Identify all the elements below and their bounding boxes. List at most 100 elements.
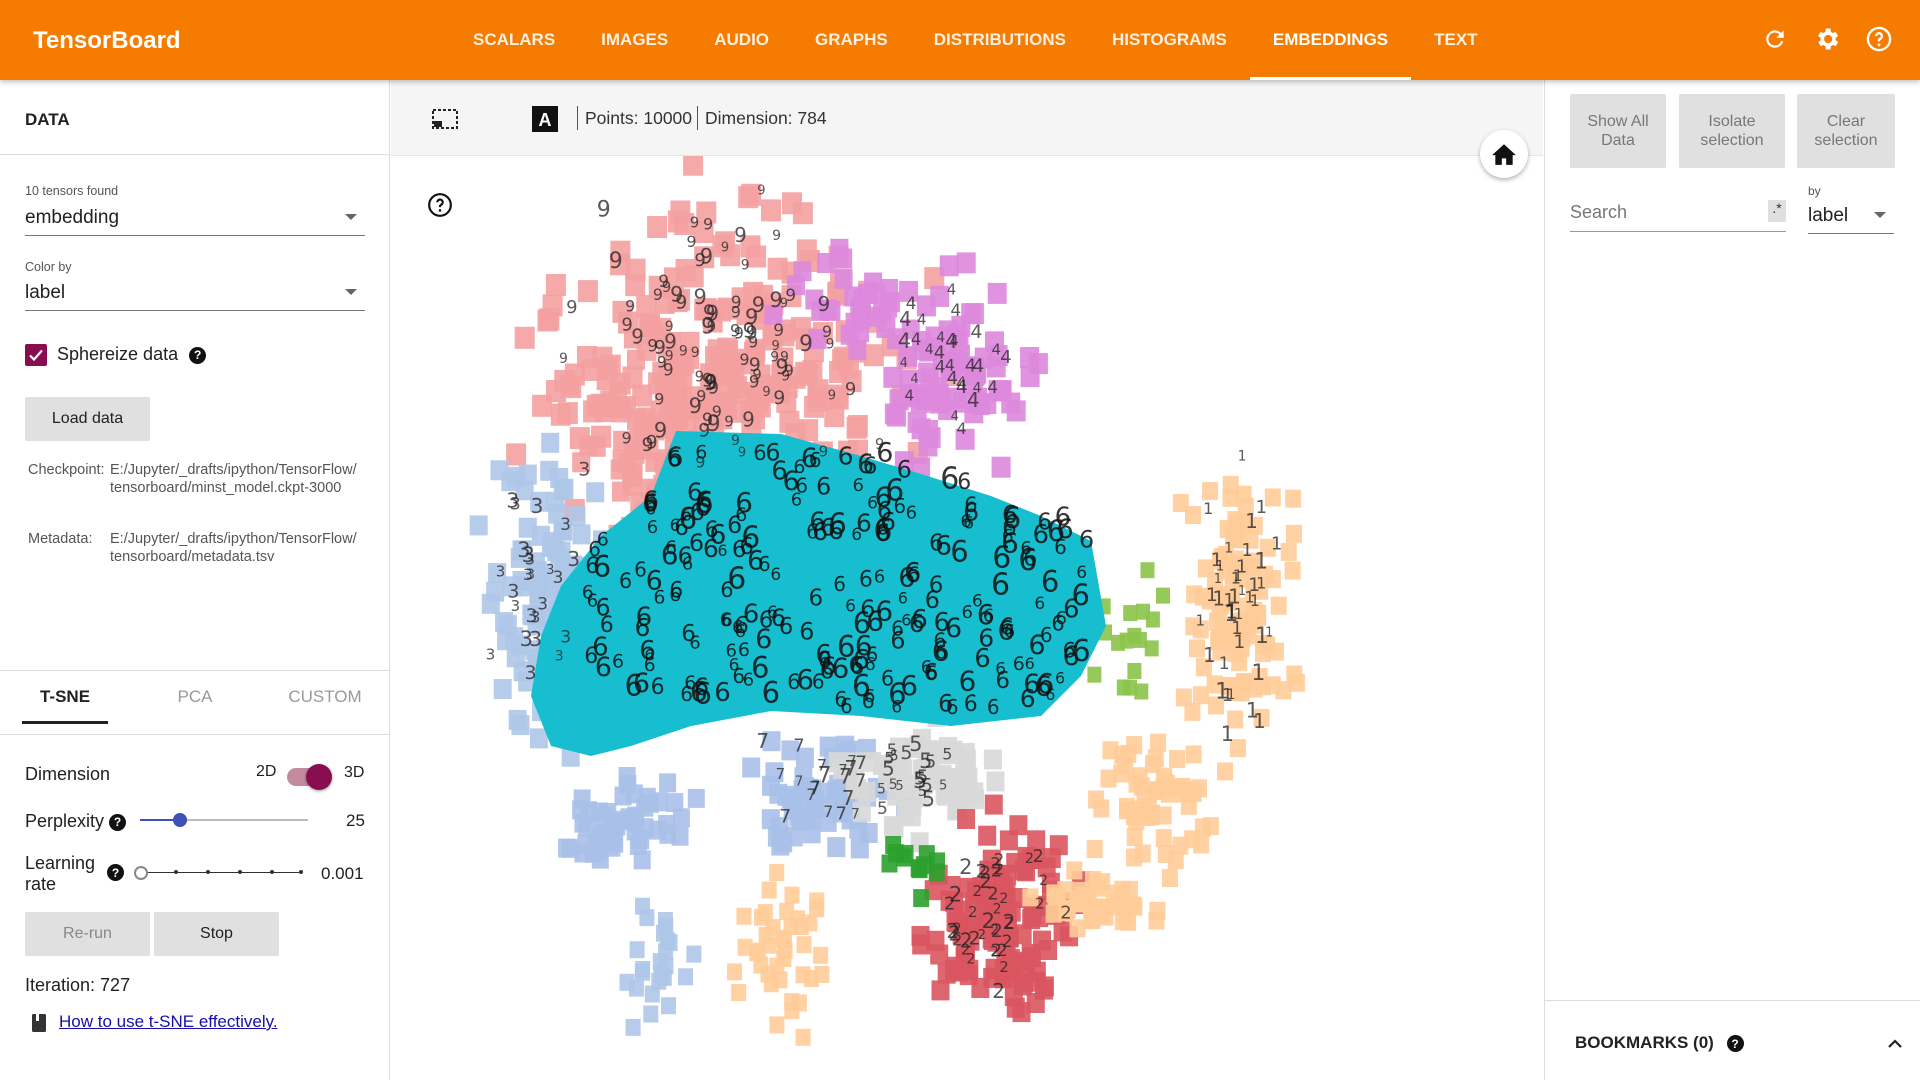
embedding-point[interactable] xyxy=(1120,744,1137,763)
embedding-point[interactable] xyxy=(769,864,785,881)
embedding-point[interactable] xyxy=(812,782,831,803)
embedding-point[interactable] xyxy=(515,480,534,501)
embedding-point[interactable] xyxy=(949,961,968,982)
embedding-point[interactable] xyxy=(1285,489,1302,508)
embedding-point[interactable] xyxy=(625,274,646,297)
embedding-point[interactable] xyxy=(650,792,668,812)
help-icon[interactable] xyxy=(427,192,453,218)
embedding-point[interactable] xyxy=(693,221,714,243)
stop-button[interactable]: Stop xyxy=(154,912,279,956)
embedding-point[interactable] xyxy=(731,287,752,310)
tab-graphs[interactable]: GRAPHS xyxy=(815,30,888,49)
embedding-point[interactable] xyxy=(832,349,853,372)
embedding-point[interactable] xyxy=(1195,658,1212,677)
embedding-point[interactable] xyxy=(796,936,812,954)
embedding-point[interactable] xyxy=(1227,530,1244,549)
embedding-point[interactable] xyxy=(727,963,742,981)
embedding-point[interactable] xyxy=(784,886,800,904)
embedding-point[interactable] xyxy=(986,356,1006,378)
embedding-point[interactable] xyxy=(663,361,684,384)
embedding-point[interactable] xyxy=(683,265,704,288)
embedding-point[interactable] xyxy=(1045,904,1062,923)
embedding-point[interactable] xyxy=(749,944,765,962)
embedding-point[interactable] xyxy=(619,973,635,991)
embedding-point[interactable] xyxy=(656,924,671,942)
embedding-point[interactable] xyxy=(530,491,549,512)
embedding-point[interactable] xyxy=(1201,591,1218,610)
embedding-point[interactable] xyxy=(488,563,507,584)
embedding-point[interactable] xyxy=(553,480,572,501)
embedding-point[interactable] xyxy=(1014,972,1033,993)
embedding-point[interactable] xyxy=(618,311,638,334)
embedding-point[interactable] xyxy=(541,432,560,453)
embedding-point[interactable] xyxy=(1231,653,1248,672)
embedding-point[interactable] xyxy=(529,596,548,617)
embedding-point[interactable] xyxy=(1009,815,1028,836)
embedding-point[interactable] xyxy=(1255,644,1271,663)
settings-icon[interactable] xyxy=(1810,22,1844,56)
embedding-point[interactable] xyxy=(777,931,792,949)
embedding-point[interactable] xyxy=(945,892,964,912)
embedding-point[interactable] xyxy=(761,881,777,899)
embedding-point[interactable] xyxy=(666,392,685,413)
embedding-point[interactable] xyxy=(632,384,653,407)
embedding-point[interactable] xyxy=(809,892,825,910)
digit-6-cluster[interactable] xyxy=(531,431,1106,756)
embedding-point[interactable] xyxy=(1186,585,1203,604)
embedding-point[interactable] xyxy=(899,369,919,391)
embedding-point[interactable] xyxy=(659,773,677,793)
embedding-point[interactable] xyxy=(514,326,535,349)
embedding-point[interactable] xyxy=(818,811,837,832)
embedding-point[interactable] xyxy=(1286,524,1302,543)
embedding-point[interactable] xyxy=(518,671,537,692)
load-data-button[interactable]: Load data xyxy=(25,397,150,441)
embedding-point[interactable] xyxy=(577,280,598,303)
embedding-point[interactable] xyxy=(983,967,1002,988)
embedding-point[interactable] xyxy=(767,257,788,280)
embedding-point[interactable] xyxy=(1228,682,1245,701)
embedding-point[interactable] xyxy=(998,903,1017,924)
embedding-point[interactable] xyxy=(786,793,805,814)
embedding-point[interactable] xyxy=(1111,634,1126,651)
embedding-point[interactable] xyxy=(916,295,936,317)
embedding-point[interactable] xyxy=(1087,666,1102,683)
embedding-point[interactable] xyxy=(1253,708,1270,727)
embedding-point[interactable] xyxy=(1119,801,1135,820)
embedding-point[interactable] xyxy=(1192,686,1209,705)
embedding-point[interactable] xyxy=(623,328,642,349)
box-select-icon[interactable] xyxy=(430,104,460,134)
embedding-point[interactable] xyxy=(609,380,628,401)
embedding-point[interactable] xyxy=(661,997,676,1015)
embedding-point[interactable] xyxy=(951,768,970,789)
tab-histograms[interactable]: HISTOGRAMS xyxy=(1111,30,1227,49)
embedding-point[interactable] xyxy=(572,524,591,545)
embedding-point[interactable] xyxy=(647,216,668,238)
embedding-point[interactable] xyxy=(532,394,553,417)
embedding-point[interactable] xyxy=(985,331,1004,353)
embedding-point[interactable] xyxy=(863,344,884,367)
embedding-point[interactable] xyxy=(577,834,595,854)
embedding-point[interactable] xyxy=(828,752,847,773)
embedding-point[interactable] xyxy=(633,411,651,432)
embedding-point[interactable] xyxy=(761,936,777,954)
embedding-point[interactable] xyxy=(939,255,959,277)
embedding-point[interactable] xyxy=(712,235,733,258)
embedding-point[interactable] xyxy=(1022,947,1041,968)
embedding-point[interactable] xyxy=(610,459,629,480)
embedding-point[interactable] xyxy=(1157,845,1174,863)
embedding-point[interactable] xyxy=(773,347,794,370)
embedding-point[interactable] xyxy=(687,788,705,808)
rerun-button[interactable]: Re-run xyxy=(25,912,150,956)
chevron-up-icon[interactable] xyxy=(1887,1037,1903,1049)
embedding-point[interactable] xyxy=(930,944,949,965)
embedding-point[interactable] xyxy=(1206,675,1223,694)
embedding-point[interactable] xyxy=(1220,593,1237,612)
embedding-point[interactable] xyxy=(757,903,773,921)
search-by-select[interactable]: label xyxy=(1808,198,1894,234)
tsne-help-link[interactable]: How to use t-SNE effectively. xyxy=(59,1012,278,1031)
embedding-point[interactable] xyxy=(643,1005,659,1023)
embedding-point[interactable] xyxy=(1134,683,1149,700)
tab-embeddings[interactable]: EMBEDDINGS xyxy=(1249,0,1412,80)
embedding-point[interactable] xyxy=(740,235,761,258)
help-icon[interactable] xyxy=(1862,22,1896,56)
